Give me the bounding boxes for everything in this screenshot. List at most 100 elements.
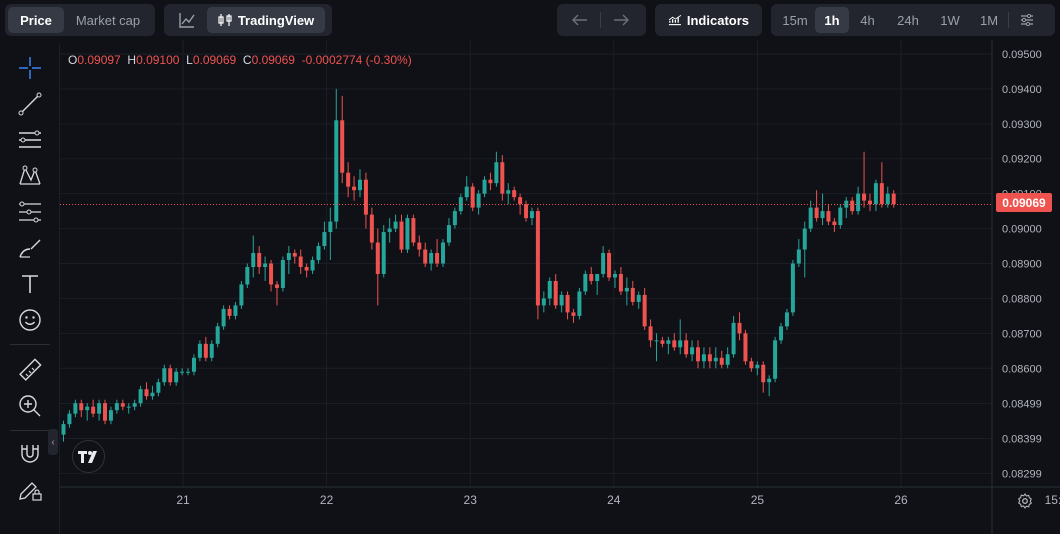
axis-settings-button[interactable] xyxy=(1014,490,1036,512)
crosshair-tool[interactable] xyxy=(15,53,45,83)
trend-line-tool[interactable] xyxy=(15,89,45,119)
price-tick-label: 0.08399 xyxy=(1002,433,1042,445)
candle xyxy=(316,242,321,264)
price-tick-label: 0.08800 xyxy=(1002,293,1042,305)
candle xyxy=(767,375,772,397)
brush-tool[interactable] xyxy=(15,233,45,263)
price-tick-label: 0.08499 xyxy=(1002,399,1042,411)
arrow-right-icon xyxy=(614,14,629,26)
interval-24h[interactable]: 24h xyxy=(897,12,919,28)
undo-button[interactable] xyxy=(560,7,600,33)
candle xyxy=(743,329,748,365)
candle xyxy=(583,270,588,295)
line-chart-icon xyxy=(179,13,195,28)
drawing-toolbar xyxy=(0,44,60,534)
candle xyxy=(61,420,66,442)
interval-1w[interactable]: 1W xyxy=(940,12,960,28)
interval-15m[interactable]: 15m xyxy=(782,12,808,28)
price-axis[interactable]: 0.095000.094000.093000.092000.091000.090… xyxy=(991,40,1042,534)
interval-1h[interactable]: 1h xyxy=(815,7,849,33)
interval-group: 15m 1h 4h 24h 1W 1M xyxy=(771,4,1055,36)
candle xyxy=(725,347,730,369)
price-chart[interactable]: 0.09500 0.09400 0.09300 0.09200 0.09100 0.090… xyxy=(60,40,1060,534)
candle xyxy=(607,249,612,281)
time-tick-label: 21 xyxy=(176,493,190,507)
candle xyxy=(595,273,600,295)
candle xyxy=(790,260,795,316)
magnet-icon xyxy=(21,445,39,463)
candle xyxy=(132,399,137,411)
text-tool[interactable] xyxy=(15,269,45,299)
pattern-tool[interactable] xyxy=(15,161,45,191)
candle xyxy=(458,193,463,215)
emoji-tool[interactable] xyxy=(15,305,45,335)
gear-icon xyxy=(1017,493,1033,509)
candle xyxy=(346,162,351,198)
candle xyxy=(73,399,78,418)
candles xyxy=(60,88,992,442)
candle xyxy=(209,340,214,362)
candle xyxy=(844,197,849,219)
open-key: O xyxy=(68,53,78,67)
history-group xyxy=(557,4,646,36)
candle xyxy=(174,368,179,386)
candle xyxy=(654,333,659,362)
candle xyxy=(138,385,143,407)
candle xyxy=(482,176,487,198)
candle xyxy=(126,403,131,414)
candle xyxy=(838,204,843,229)
candle xyxy=(577,287,582,320)
low-value: 0.09069 xyxy=(192,53,237,67)
horizontal-lines-icon xyxy=(19,130,41,148)
tab-market-cap[interactable]: Market cap xyxy=(75,12,141,28)
arrow-left-icon xyxy=(572,14,587,26)
candle xyxy=(856,186,861,215)
candle xyxy=(660,336,665,348)
candle xyxy=(233,301,238,320)
time-tick-label: 24 xyxy=(607,493,621,507)
candle xyxy=(814,190,819,222)
time-axis[interactable]: 21 22 23 24 25 26 15: xyxy=(60,486,1060,507)
price-tick-label: 0.09200 xyxy=(1002,154,1042,166)
ruler-tool[interactable] xyxy=(15,355,45,385)
line-chart-button[interactable] xyxy=(167,7,207,33)
candle xyxy=(162,364,167,386)
redo-button[interactable] xyxy=(601,7,641,33)
candle xyxy=(203,336,208,362)
candle xyxy=(850,197,855,215)
magnet-tool[interactable] xyxy=(15,439,45,469)
candle xyxy=(470,183,475,212)
tab-price[interactable]: Price xyxy=(8,7,64,33)
tradingview-logo[interactable] xyxy=(72,440,105,473)
tradingview-button[interactable]: TradingView xyxy=(207,7,325,33)
candle xyxy=(565,291,570,320)
candle xyxy=(67,410,72,428)
candle xyxy=(464,176,469,201)
collapse-toolbar-button[interactable]: ‹ xyxy=(48,429,58,455)
candle xyxy=(535,207,540,320)
candle xyxy=(197,340,202,362)
candle xyxy=(375,228,380,306)
candle xyxy=(435,239,440,267)
candle xyxy=(97,399,102,421)
interval-4h[interactable]: 4h xyxy=(860,12,875,28)
candle xyxy=(719,350,724,369)
candle xyxy=(168,364,173,386)
indicators-button[interactable]: Indicators xyxy=(658,7,759,33)
zoom-in-tool[interactable] xyxy=(15,391,45,421)
horizontal-lines-tool[interactable] xyxy=(15,125,45,155)
price-tick-label: 0.08600 xyxy=(1002,363,1042,375)
ohlc-legend: O0.09097 H0.09100 L0.09069 C0.09069 -0.0… xyxy=(68,53,412,67)
chart-settings-button[interactable] xyxy=(1009,7,1045,33)
lock-drawing-tool[interactable] xyxy=(15,475,45,505)
fib-tool[interactable] xyxy=(15,197,45,227)
candle xyxy=(713,347,718,369)
time-tick-label: 15: xyxy=(1045,493,1060,507)
toolbar-divider xyxy=(10,344,50,345)
candle xyxy=(684,333,689,358)
candle xyxy=(446,218,451,247)
price-tick-label: 0.08700 xyxy=(1002,328,1042,340)
indicators-icon xyxy=(668,14,682,26)
interval-1m[interactable]: 1M xyxy=(979,12,999,28)
price-tick-label: 0.09500 xyxy=(1002,49,1042,61)
